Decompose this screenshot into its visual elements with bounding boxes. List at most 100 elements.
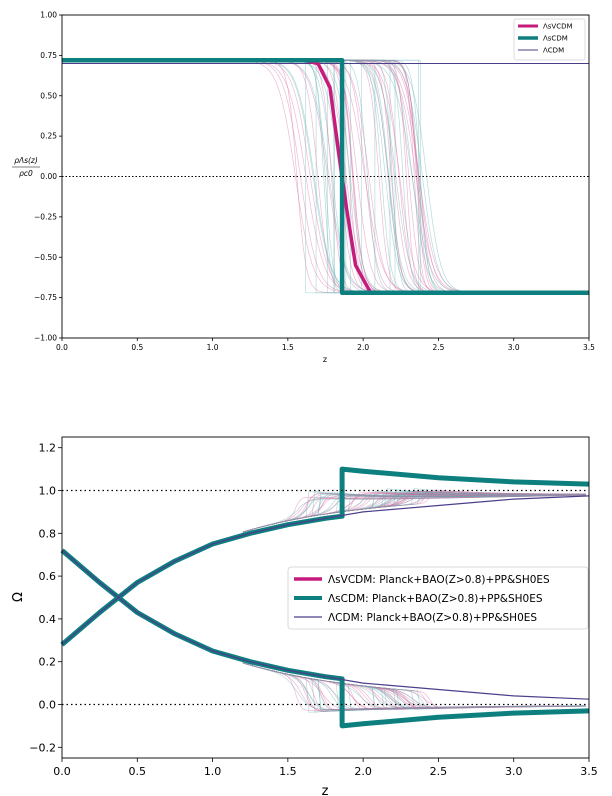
sample-curve [242, 494, 586, 533]
sample-curve [242, 662, 586, 710]
sample-curve [242, 494, 586, 533]
y-tick-label: 0.0 [39, 699, 57, 712]
sample-curve [242, 491, 587, 533]
y-ticks-2: −0.2 0.0 0.2 0.4 0.6 0.8 1.0 1.2 [29, 442, 62, 754]
legend-label: ΛsCDM [543, 35, 568, 43]
sample-curve [242, 662, 587, 710]
sample-curve [242, 662, 586, 710]
sample-curve [242, 662, 586, 709]
sample-curve [242, 662, 586, 710]
sample-curve [242, 662, 586, 710]
sample-curve [242, 662, 586, 710]
y-tick-label: 0.75 [40, 51, 57, 60]
sample-curve [242, 494, 587, 533]
sample-curve [242, 662, 586, 709]
sample-curve [242, 662, 586, 709]
sample-curve [242, 494, 586, 533]
sample-curve [242, 662, 587, 711]
sample-curve [242, 491, 586, 533]
sample-curve [242, 662, 587, 710]
y-ticks-1: −1.00 −0.75 −0.50 −0.25 0.00 0.25 0.50 0.75 1.00 [34, 11, 62, 343]
sample-curve [242, 493, 586, 533]
x-ticks-2: 0.0 0.5 1.0 1.5 2.0 2.5 3.0 3.5 [53, 758, 598, 778]
sample-curve [242, 662, 586, 711]
sample-curve [242, 490, 586, 533]
sample-curve [242, 662, 586, 712]
sample-curve [242, 662, 586, 713]
sample-curves-2 [242, 488, 587, 713]
sample-curve [242, 493, 587, 533]
sample-curve [242, 493, 587, 533]
y-tick-label: 0.6 [39, 570, 57, 583]
sample-curve [242, 662, 586, 711]
y-axis-label-2: Ω [11, 592, 26, 602]
sample-curve [242, 490, 586, 533]
sample-curve [242, 492, 586, 533]
sample-curve [242, 493, 586, 533]
sample-curve [242, 494, 587, 533]
y-tick-label: 0.8 [39, 527, 57, 540]
y-axis-label-num: ρΛs(z) [14, 156, 38, 165]
x-tick-label: 3.5 [580, 765, 598, 778]
sample-curve [242, 490, 586, 533]
x-tick-label: 3.0 [505, 765, 523, 778]
sample-curve [242, 662, 587, 709]
x-tick-label: 2.5 [432, 343, 444, 352]
legend-label: ΛCDM: Planck+BAO(Z>0.8)+PP&SH0ES [328, 612, 537, 624]
sample-curve [242, 492, 587, 533]
sample-curve [242, 662, 586, 709]
sample-curve [242, 493, 587, 533]
sample-curve [242, 662, 586, 709]
sample-curve [242, 490, 586, 533]
legend-label: ΛsCDM: Planck+BAO(Z>0.8)+PP&SH0ES [328, 593, 543, 605]
sample-curve [242, 492, 586, 533]
y-tick-label: 1.2 [39, 442, 57, 455]
x-tick-label: 1.0 [204, 765, 222, 778]
sample-curve [242, 662, 586, 709]
sample-curve [242, 492, 586, 533]
sample-curve [242, 491, 586, 533]
x-ticks-1: 0.0 0.5 1.0 1.5 2.0 2.5 3.0 3.5 [56, 338, 595, 352]
sample-curve [242, 493, 586, 533]
sample-curve [242, 662, 586, 711]
plot-frame-2 [61, 436, 590, 759]
y-axis-label-1: ρΛs(z) ρc0 [12, 156, 40, 178]
sample-curve [242, 494, 587, 533]
x-tick-label: 3.0 [508, 343, 520, 352]
sample-curve [242, 492, 586, 533]
omega-chart: 0.0 0.5 1.0 1.5 2.0 2.5 3.0 3.5 −0.2 0.0 0.2 0.4 0.… [11, 436, 598, 796]
sample-curve [242, 662, 586, 709]
y-tick-label: 1.00 [40, 11, 57, 20]
y-tick-label: −0.2 [29, 741, 56, 754]
x-axis-label-2: z [322, 784, 329, 796]
x-tick-label: 2.0 [354, 765, 372, 778]
x-tick-label: 0.0 [53, 765, 71, 778]
sample-curve [242, 662, 586, 709]
legend-2: ΛsVCDM: Planck+BAO(Z>0.8)+PP&SH0ES ΛsCDM:… [287, 566, 589, 630]
y-tick-label: 0.4 [39, 613, 57, 626]
sample-curve [242, 662, 586, 709]
x-tick-label: 1.5 [279, 765, 297, 778]
density-chart: 0.0 0.5 1.0 1.5 2.0 2.5 3.0 3.5 −1.00 −0.75 −0.50… [12, 11, 595, 364]
sample-curve [242, 662, 586, 709]
legend-label: ΛsVCDM: Planck+BAO(Z>0.8)+PP&SH0ES [328, 574, 550, 586]
series-overlay-0 [61, 517, 326, 645]
sample-curve [242, 490, 586, 533]
sample-curve [242, 662, 586, 710]
series-overlay-1 [61, 550, 326, 678]
sample-curve [242, 662, 586, 709]
x-tick-label: 0.0 [56, 343, 68, 352]
sample-curve [242, 662, 586, 709]
sample-curve [242, 662, 586, 711]
sample-curve [242, 662, 586, 710]
y-tick-label: 0.50 [40, 91, 57, 100]
sample-curve [242, 493, 587, 533]
sample-curve [242, 493, 586, 533]
sample-curve [242, 662, 586, 712]
sample-curve [242, 490, 586, 533]
sample-curve [242, 662, 586, 712]
y-tick-label: 1.0 [39, 485, 57, 498]
sample-curve [242, 662, 586, 710]
legend-box-2 [287, 566, 589, 630]
